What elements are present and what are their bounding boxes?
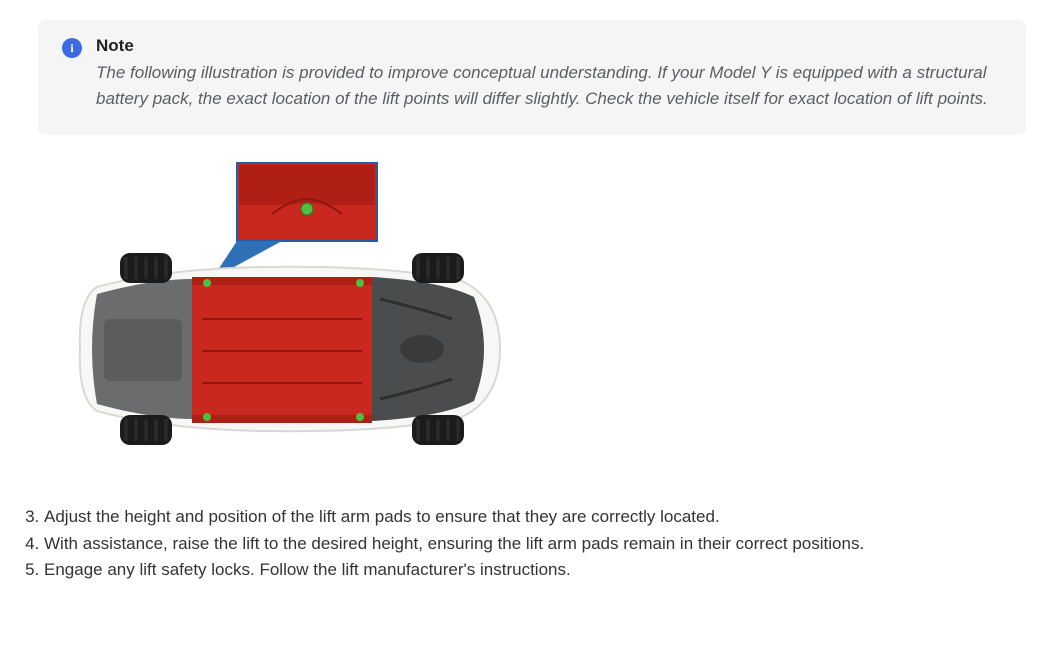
rear-underpanel	[372, 277, 484, 421]
instruction-list: Adjust the height and position of the li…	[12, 504, 1026, 585]
step-item: Engage any lift safety locks. Follow the…	[44, 557, 1026, 584]
illustration-container	[42, 159, 1026, 464]
step-item: With assistance, raise the lift to the d…	[44, 531, 1026, 558]
note-body: The following illustration is provided t…	[96, 60, 1002, 113]
step-item: Adjust the height and position of the li…	[44, 504, 1026, 531]
note-callout: i Note The following illustration is pro…	[38, 20, 1026, 135]
note-content: Note The following illustration is provi…	[96, 36, 1002, 113]
vehicle-underside-diagram	[42, 159, 502, 459]
front-underpanel	[92, 279, 192, 419]
battery-pack	[192, 277, 372, 423]
note-title: Note	[96, 36, 1002, 56]
info-icon: i	[62, 38, 82, 58]
callout-inset	[237, 163, 377, 241]
